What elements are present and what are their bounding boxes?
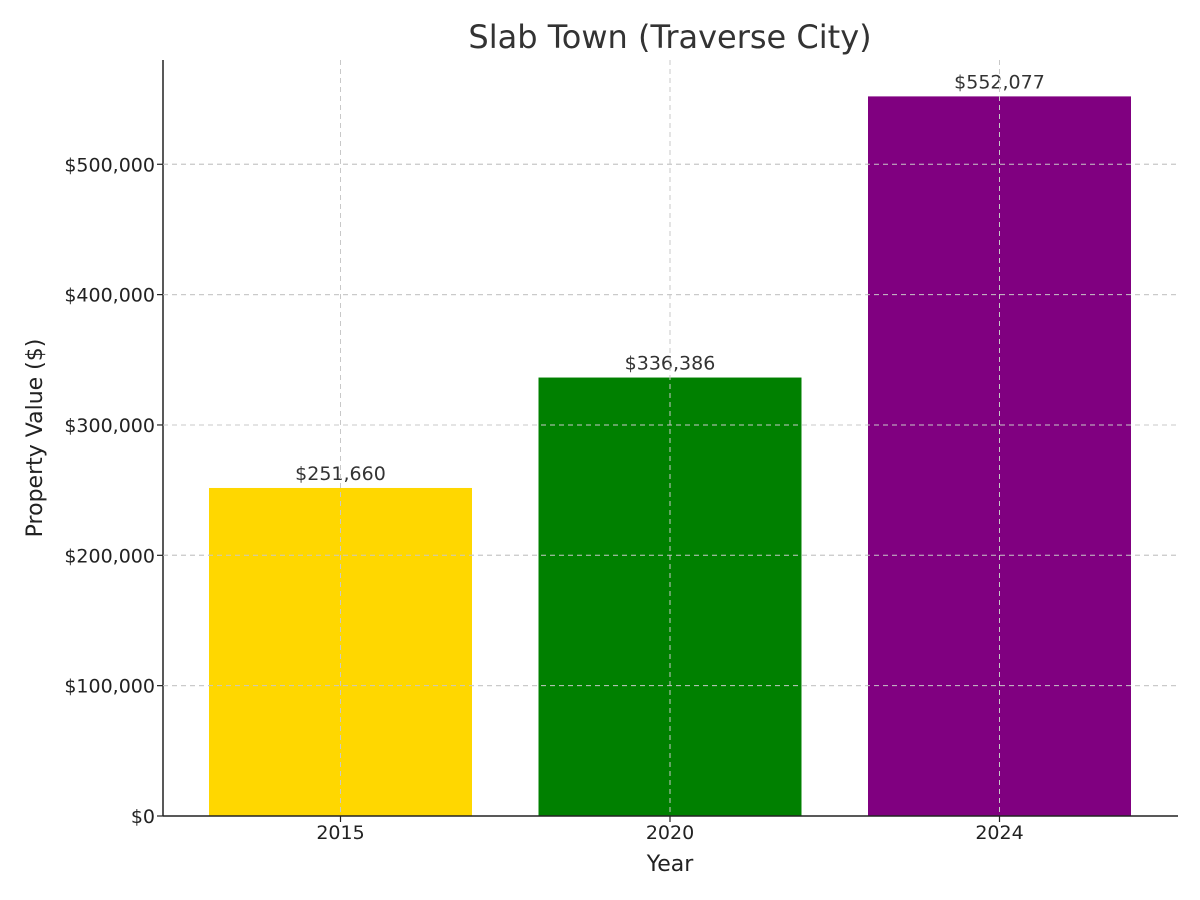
- data-label-2020: $336,386: [625, 353, 716, 375]
- x-tick-label: 2015: [316, 822, 364, 844]
- ticks-layer: $0 $100,000 $200,000 $300,000 $400,000 $500,0…: [64, 154, 1023, 844]
- y-tick-label: $300,000: [64, 415, 155, 437]
- y-tick-label: $500,000: [64, 154, 155, 176]
- y-axis-label: Property Value ($): [23, 339, 48, 538]
- x-tick-label: 2020: [646, 822, 694, 844]
- y-tick-label: $400,000: [64, 285, 155, 307]
- bar-2020: [538, 377, 802, 816]
- data-label-2015: $251,660: [295, 463, 386, 485]
- y-tick-label: $200,000: [64, 545, 155, 567]
- chart-title: Slab Town (Traverse City): [468, 18, 871, 56]
- bar-2015: [209, 487, 472, 816]
- y-tick-label: $100,000: [64, 676, 155, 698]
- x-tick-label: 2024: [975, 822, 1023, 844]
- data-labels-layer: $251,660$336,386$552,077: [163, 60, 1178, 816]
- y-tick-label: $0: [131, 806, 155, 828]
- x-axis-label: Year: [646, 852, 695, 877]
